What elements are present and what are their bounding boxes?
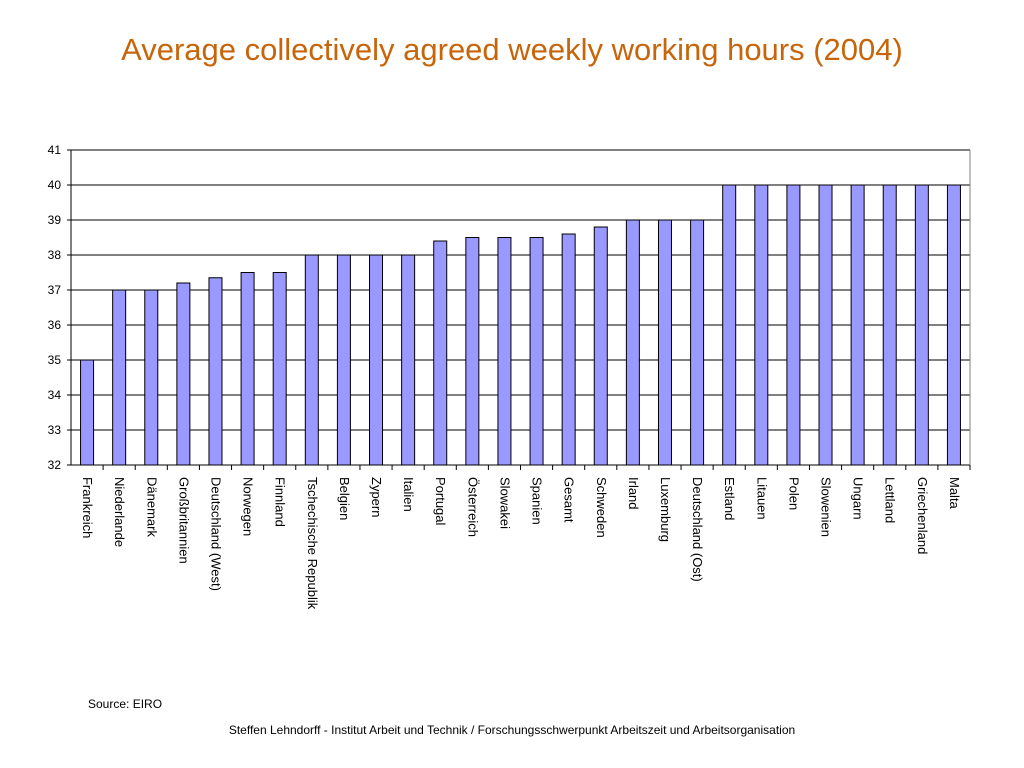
bar-17 [625,219,640,466]
x-tick-labels: Frankreich Niederlande Dänemark Großbritann… [80,465,971,610]
x-tick-label: Dänemark [144,477,159,537]
x-tick-label: Österreich [465,477,480,537]
x-tick-label: Litauen [754,477,769,520]
x-tick-label: Zypern [369,477,384,517]
bar-14 [529,237,544,466]
y-tick-label: 37 [48,283,62,297]
y-tick-label: 40 [48,178,62,192]
x-tick-label: Griechenland [915,477,930,554]
x-tick-label: Portugal [433,477,448,526]
y-tick-label: 38 [48,248,62,262]
x-tick-label: Estland [722,477,737,520]
y-tick-label: 33 [48,423,62,437]
bar-18 [657,219,672,466]
bar-27 [946,184,961,466]
x-tick-label: Schweden [594,477,609,538]
x-tick-label: Niederlande [112,477,127,547]
x-tick-label: Polen [786,477,801,510]
x-tick-label: Tschechische Republik [305,477,320,610]
bar-19 [690,219,705,466]
y-tick-label: 34 [48,388,62,402]
bar-0 [80,359,95,466]
x-tick-label: Großbritannien [176,477,191,564]
x-tick-label: Belgien [337,477,352,520]
gridlines [71,149,970,431]
y-tick-label: 35 [48,353,62,367]
bar-7 [304,254,319,466]
bar-15 [561,233,576,466]
bar-26 [914,184,929,466]
x-tick-label: Malta [947,477,962,510]
source-note: Source: EIRO [88,697,163,711]
bar-1 [112,289,127,466]
x-tick-label: Spanien [530,477,545,525]
y-tick-label: 41 [48,143,62,157]
bar-16 [593,226,608,466]
bar-5 [240,272,255,466]
footer-credit: Steffen Lehndorff - Institut Arbeit und … [228,723,796,737]
x-tick-label: Gesamt [562,477,577,523]
y-tick-labels: 32 33 34 35 36 37 38 39 40 41 [48,143,71,472]
bar-21 [754,184,769,466]
bar-2 [144,289,159,466]
x-tick-label: Finnland [273,477,288,527]
y-tick-label: 32 [48,458,62,472]
bar-24 [850,184,865,466]
x-tick-label: Slowakei [497,477,512,529]
x-tick-label: Deutschland (West) [208,477,223,591]
x-tick-label: Ungarn [851,477,866,520]
bar-8 [336,254,351,466]
bar-20 [722,184,737,466]
bar-6 [272,272,287,466]
bar-13 [497,237,512,466]
bar-4 [208,277,223,466]
axes [70,150,971,466]
slide-title: Average collectively agreed weekly worki… [121,32,903,67]
x-tick-label: Deutschland (Ost) [690,477,705,582]
x-tick-label: Slowenien [819,477,834,537]
bar-10 [401,254,416,466]
bars [80,184,961,466]
bar-11 [433,240,448,466]
x-tick-label: Lettland [883,477,898,523]
y-tick-label: 36 [48,318,62,332]
bar-chart: 32 33 34 35 36 37 38 39 40 41 Frankreich Niederlan… [48,143,971,610]
x-tick-label: Irland [626,477,641,510]
bar-25 [882,184,897,466]
x-tick-label: Frankreich [80,477,95,538]
bar-3 [176,282,191,466]
x-tick-label: Luxemburg [658,477,673,542]
bar-22 [786,184,801,466]
bar-23 [818,184,833,466]
y-tick-label: 39 [48,213,62,227]
bar-12 [465,237,480,466]
x-tick-label: Norwegen [241,477,256,536]
bar-9 [369,254,384,466]
x-tick-label: Italien [401,477,416,512]
